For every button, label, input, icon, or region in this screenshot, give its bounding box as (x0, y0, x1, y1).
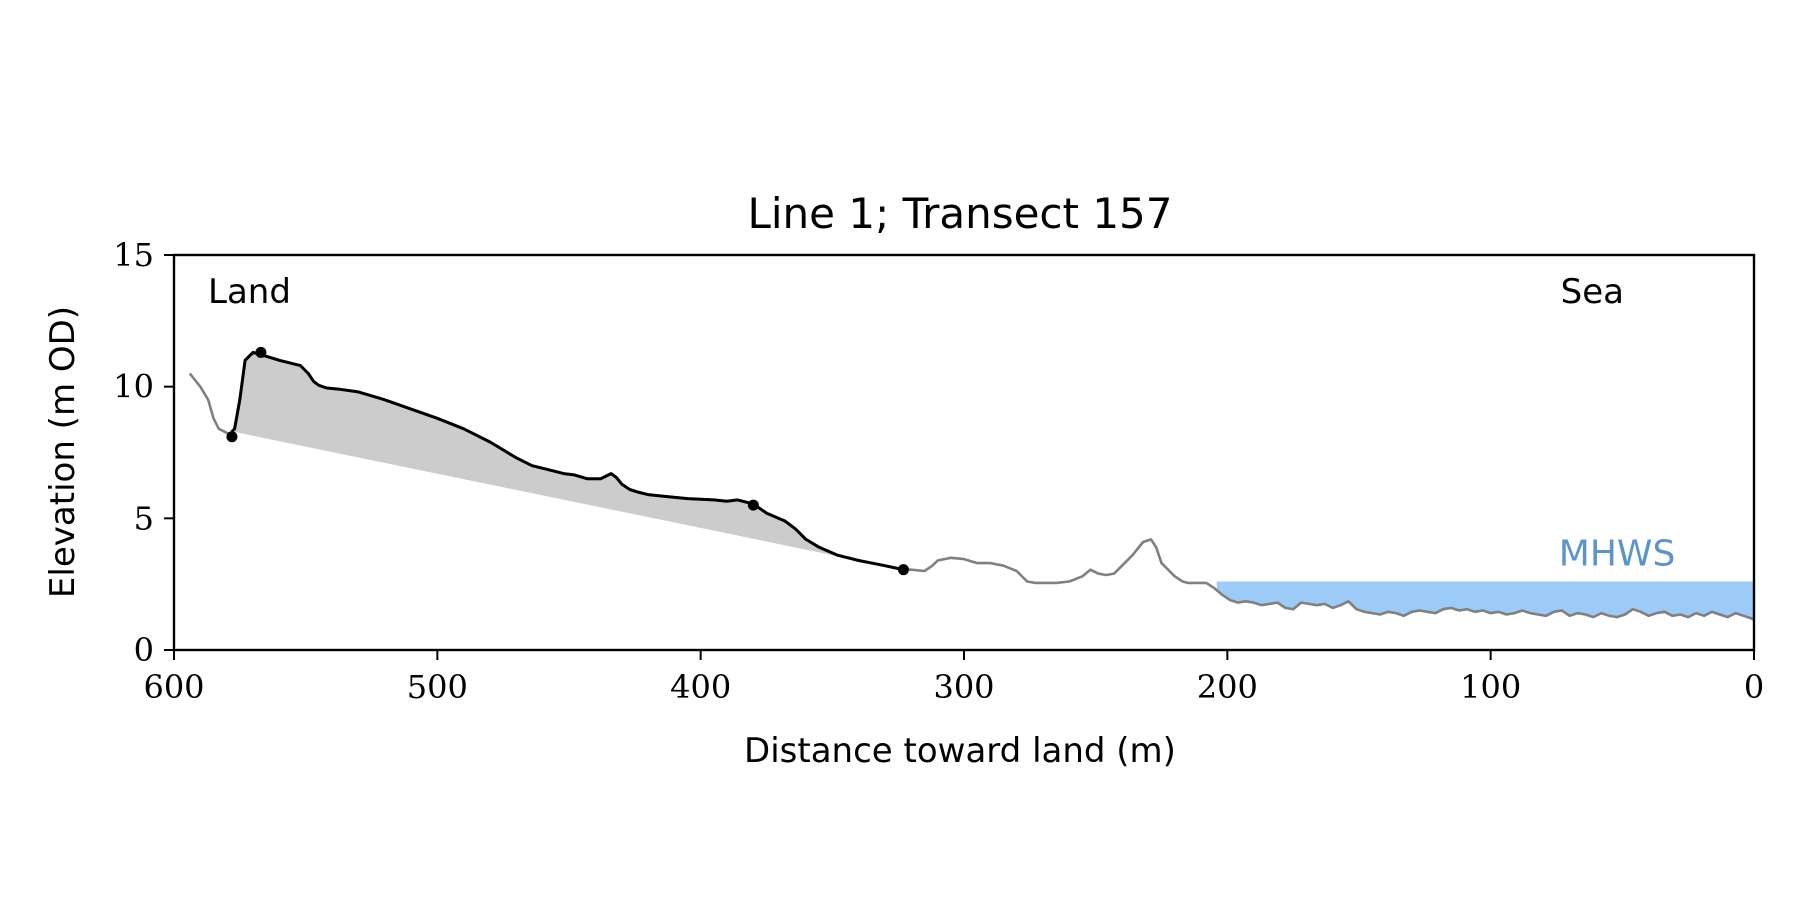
x-tick-label: 100 (1460, 668, 1521, 706)
y-axis-ticks: 0 5 10 15 (113, 236, 174, 669)
chart-title: Line 1; Transect 157 (747, 189, 1172, 238)
x-axis-label: Distance toward land (m) (744, 731, 1176, 771)
mhws-label: MHWS (1559, 534, 1676, 575)
x-tick-label: 300 (933, 668, 994, 706)
sea-annotation: Sea (1561, 272, 1624, 312)
y-tick-label: 15 (113, 236, 154, 274)
profile-line (188, 351, 1755, 621)
dune-volume-fill (231, 352, 904, 570)
y-tick-label: 0 (134, 631, 154, 669)
dune-marker (747, 499, 759, 511)
x-tick-label: 0 (1744, 668, 1764, 706)
x-tick-label: 500 (407, 668, 468, 706)
dune-profile-line (230, 350, 904, 572)
land-annotation: Land (208, 272, 291, 312)
x-tick-label: 600 (143, 668, 204, 706)
dune-marker (897, 564, 909, 576)
plot-area (188, 346, 1755, 621)
dune-markers (226, 346, 909, 576)
y-axis-label: Elevation (m OD) (43, 306, 83, 598)
y-tick-label: 5 (134, 499, 154, 537)
mhws-band (1216, 581, 1754, 620)
x-tick-label: 400 (670, 668, 731, 706)
dune-marker (255, 346, 267, 358)
x-tick-label: 200 (1197, 668, 1258, 706)
x-axis-ticks: 600 500 400 300 200 100 0 (143, 650, 1764, 706)
dune-marker (226, 431, 238, 443)
y-tick-label: 10 (113, 368, 154, 406)
